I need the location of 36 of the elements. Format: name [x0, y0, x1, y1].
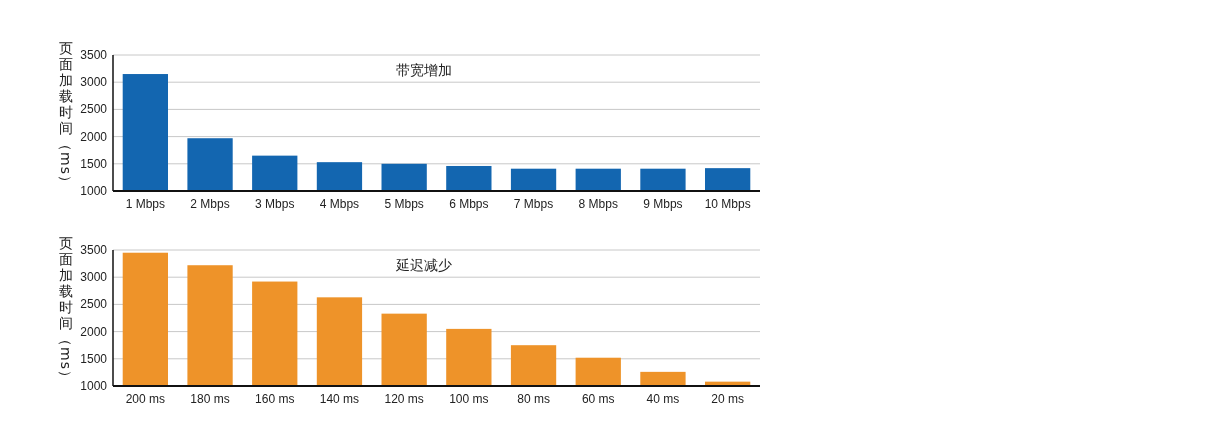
x-tick-label: 4 Mbps: [319, 197, 360, 211]
x-tick-label: 9 Mbps: [643, 197, 683, 211]
x-tick-label: 120 ms: [384, 392, 424, 406]
x-tick-label: 100 ms: [449, 392, 489, 406]
x-tick-label: 1 Mbps: [125, 197, 166, 211]
y-tick-label: 2000: [80, 324, 108, 339]
y-axis-title: 页面加载时间（ms）: [58, 235, 74, 384]
x-tick-label: 140 ms: [319, 392, 360, 406]
y-tick-label: 3500: [80, 48, 108, 62]
y-tick-label: 3500: [80, 243, 108, 257]
y-tick-label: 2500: [80, 297, 108, 312]
y-tick-label: 1500: [80, 351, 108, 366]
y-axis-title: 页面加载时间（ms）: [58, 40, 74, 189]
x-tick-label: 3 Mbps: [255, 197, 295, 211]
y-tick-label: 3000: [80, 270, 108, 285]
x-tick-label: 180 ms: [190, 392, 230, 406]
x-tick-label: 5 Mbps: [384, 197, 424, 211]
y-tick-label: 1500: [80, 156, 108, 171]
x-tick-label: 2 Mbps: [190, 197, 230, 211]
x-tick-label: 7 Mbps: [513, 197, 554, 211]
x-tick-label: 40 ms: [646, 392, 680, 406]
x-tick-label: 200 ms: [125, 392, 166, 406]
x-tick-label: 80 ms: [517, 392, 550, 406]
y-tick-label: 1000: [80, 379, 108, 393]
x-tick-label: 8 Mbps: [578, 197, 618, 211]
y-tick-label: 2500: [80, 102, 108, 117]
text: 带宽增加: [395, 62, 452, 78]
x-tick-label: 60 ms: [581, 392, 615, 406]
y-tick-label: 1000: [80, 184, 108, 198]
x-tick-label: 6 Mbps: [449, 197, 489, 211]
x-tick-label: 20 ms: [711, 392, 744, 406]
text: 延迟减少: [394, 257, 452, 273]
y-tick-label: 3000: [80, 75, 108, 90]
x-tick-label: 160 ms: [255, 392, 295, 406]
y-tick-label: 2000: [80, 129, 108, 144]
x-tick-label: 10 Mbps: [704, 197, 751, 211]
